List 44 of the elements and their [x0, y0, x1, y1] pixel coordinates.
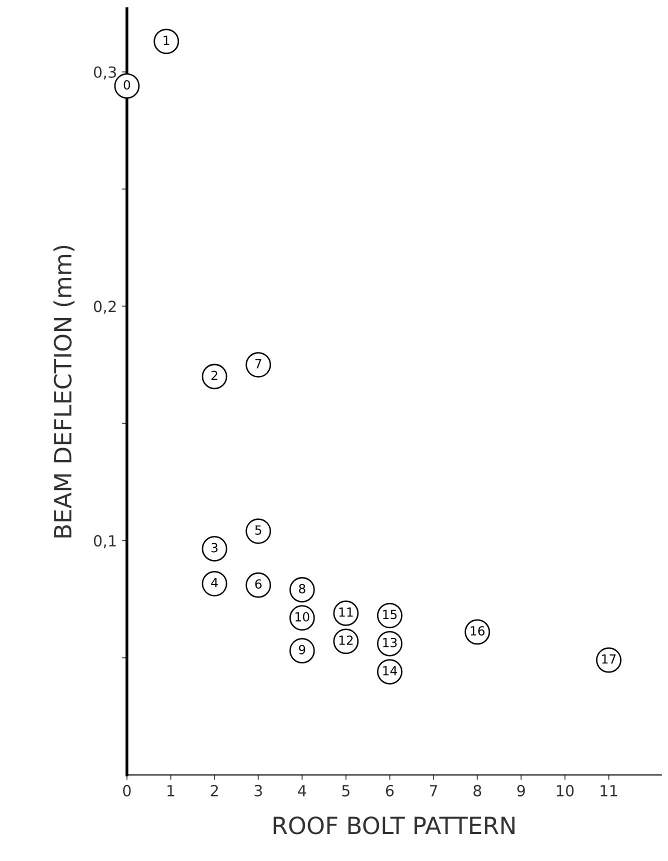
point [246, 352, 272, 378]
x-tick-label: 5 [342, 785, 350, 796]
annotation: 0 [124, 80, 130, 90]
annotation: 11 [339, 608, 353, 617]
point [202, 570, 228, 596]
annotation: 12 [339, 636, 353, 645]
x-tick-label: 4 [298, 785, 306, 796]
annotation: 14 [383, 666, 397, 676]
annotation: 3 [212, 542, 218, 552]
x-axis-title: ROOF BOLT PATTERN [274, 816, 514, 834]
x-tick-label: 7 [430, 785, 438, 796]
y-axis-title: BEAM DEFLECTION (mm) [53, 246, 74, 538]
x-tick-label: 6 [386, 784, 394, 796]
x-tick-label: 3 [254, 784, 262, 796]
annotation: 17 [602, 654, 616, 664]
point [202, 364, 228, 390]
x-tick-label: 9 [517, 784, 525, 796]
annotation: 5 [255, 526, 262, 535]
annotation: 15 [383, 610, 397, 620]
annotation: 13 [383, 638, 397, 648]
x-tick-label: 1 [168, 785, 174, 796]
y-tick-label: 0,3 [94, 66, 116, 80]
x-tick-label: 11 [600, 785, 618, 796]
point [154, 28, 180, 54]
annotation: 16 [470, 626, 485, 636]
point [246, 572, 272, 598]
annotation: 10 [296, 612, 310, 622]
y-tick-label: 0,1 [94, 535, 116, 548]
annotation: 7 [255, 359, 262, 368]
x-tick-label: 2 [210, 784, 218, 796]
annotation: 2 [211, 370, 218, 380]
x-tick-label: 10 [556, 784, 574, 796]
x-tick-label: 0 [123, 784, 131, 796]
annotation: 8 [299, 584, 306, 594]
x-tick-label: 8 [474, 784, 482, 796]
annotation: 4 [211, 578, 218, 588]
point [246, 518, 272, 544]
annotation: 1 [164, 36, 170, 45]
annotation: 9 [298, 644, 306, 654]
point [289, 638, 315, 664]
point [202, 536, 228, 562]
point [289, 577, 315, 602]
annotation: 6 [255, 579, 262, 589]
y-tick-label: 0,2 [94, 300, 116, 314]
